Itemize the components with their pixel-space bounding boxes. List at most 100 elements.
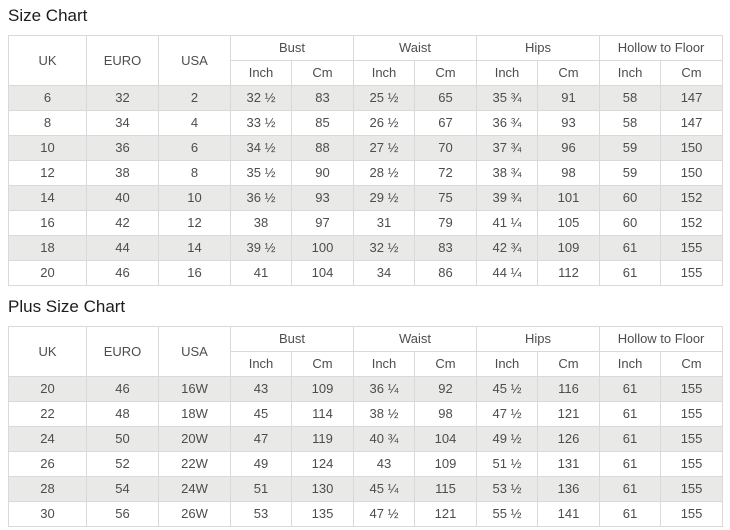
sub-header-cell-cm: Cm [414, 60, 478, 86]
size-chart-section: Size Chart UK EURO USA Bust Waist Hips Hollow … [8, 5, 724, 286]
size-chart-title: Size Chart [8, 6, 88, 25]
table-cell: 61 [599, 426, 662, 452]
table-cell: 86 [414, 260, 478, 286]
table-cell: 16 [158, 260, 231, 286]
table-cell: 98 [414, 401, 478, 427]
table-cell: 155 [660, 376, 724, 402]
table-cell: 45 ½ [476, 376, 539, 402]
table-cell: 131 [537, 451, 601, 477]
table-cell: 35 ¾ [476, 85, 539, 111]
sub-header-cell-cm: Cm [660, 60, 724, 86]
table-cell: 98 [537, 160, 601, 186]
table-cell: 152 [660, 210, 724, 236]
table-cell: 34 [86, 110, 159, 136]
table-cell: 109 [414, 451, 478, 477]
table-cell: 38 [230, 210, 292, 236]
table-cell: 2 [158, 85, 231, 111]
table-cell: 147 [660, 85, 724, 111]
table-cell: 67 [414, 110, 478, 136]
table-cell: 18W [158, 401, 231, 427]
table-cell: 61 [599, 476, 662, 502]
table-cell: 33 ½ [230, 110, 292, 136]
table-cell: 60 [599, 185, 662, 211]
table-row: 16 42 12 38 97 31 79 41 ¼ 105 60 152 [8, 210, 724, 236]
table-row: 26 52 22W 49 124 43 109 51 ½ 131 61 155 [8, 451, 724, 477]
table-cell: 38 ½ [353, 401, 416, 427]
table-cell: 61 [599, 501, 662, 527]
table-cell: 126 [537, 426, 601, 452]
sub-header-cell-inch: Inch [353, 351, 416, 377]
table-row: 12 38 8 35 ½ 90 28 ½ 72 38 ¾ 98 59 150 [8, 160, 724, 186]
table-row: 10 36 6 34 ½ 88 27 ½ 70 37 ¾ 96 59 150 [8, 135, 724, 161]
table-cell: 51 ½ [476, 451, 539, 477]
table-cell: 53 ½ [476, 476, 539, 502]
table-cell: 6 [8, 85, 87, 111]
table-row: 20 46 16W 43 109 36 ¼ 92 45 ½ 116 61 155 [8, 376, 724, 402]
table-cell: 32 [86, 85, 159, 111]
sub-header-cell-inch: Inch [230, 60, 292, 86]
sub-header-cell-cm: Cm [537, 351, 601, 377]
table-cell: 8 [8, 110, 87, 136]
table-cell: 49 [230, 451, 292, 477]
table-cell: 20W [158, 426, 231, 452]
table-cell: 43 [353, 451, 416, 477]
table-cell: 28 ½ [353, 160, 416, 186]
table-cell: 155 [660, 476, 724, 502]
table-cell: 16 [8, 210, 87, 236]
table-cell: 96 [537, 135, 601, 161]
group-header-cell: Hips [476, 35, 601, 61]
table-cell: 4 [158, 110, 231, 136]
table-cell: 55 ½ [476, 501, 539, 527]
table-cell: 155 [660, 260, 724, 286]
table-cell: 18 [8, 235, 87, 261]
table-cell: 45 ¼ [353, 476, 416, 502]
table-cell: 104 [290, 260, 355, 286]
table-cell: 155 [660, 501, 724, 527]
table-cell: 20 [8, 260, 87, 286]
table-row: 8 34 4 33 ½ 85 26 ½ 67 36 ¾ 93 58 147 [8, 110, 724, 136]
table-cell: 53 [230, 501, 292, 527]
table-cell: 155 [660, 426, 724, 452]
table-cell: 29 ½ [353, 185, 416, 211]
table-cell: 75 [414, 185, 478, 211]
table-cell: 10 [158, 185, 231, 211]
group-header-cell: Bust [229, 326, 355, 352]
table-row: 30 56 26W 53 135 47 ½ 121 55 ½ 141 61 155 [8, 501, 724, 527]
table-cell: 12 [158, 210, 231, 236]
table-cell: 47 ½ [353, 501, 416, 527]
table-cell: 124 [290, 451, 355, 477]
table-cell: 109 [537, 235, 601, 261]
table-cell: 105 [537, 210, 601, 236]
table-row: 24 50 20W 47 119 40 ¾ 104 49 ½ 126 61 155 [8, 426, 724, 452]
table-cell: 83 [290, 85, 355, 111]
table-row: 22 48 18W 45 114 38 ½ 98 47 ½ 121 61 155 [8, 401, 724, 427]
group-header-cell: Hollow to Floor [599, 326, 724, 352]
table-cell: 114 [290, 401, 355, 427]
table-cell: 45 [230, 401, 292, 427]
table-cell: 135 [290, 501, 355, 527]
table-cell: 35 ½ [230, 160, 292, 186]
table-cell: 36 ½ [230, 185, 292, 211]
table-cell: 51 [230, 476, 292, 502]
table-cell: 61 [599, 451, 662, 477]
table-cell: 91 [537, 85, 601, 111]
table-cell: 41 [230, 260, 292, 286]
table-cell: 38 ¾ [476, 160, 539, 186]
table-cell: 41 ¼ [476, 210, 539, 236]
table-cell: 83 [414, 235, 478, 261]
group-header-cell: Hips [476, 326, 601, 352]
table-cell: 130 [290, 476, 355, 502]
table-cell: 101 [537, 185, 601, 211]
table-cell: 20 [8, 376, 87, 402]
table-cell: 43 [230, 376, 292, 402]
table-cell: 61 [599, 235, 662, 261]
table-cell: 24W [158, 476, 231, 502]
table-cell: 119 [290, 426, 355, 452]
table-cell: 85 [290, 110, 355, 136]
table-cell: 48 [86, 401, 159, 427]
sub-header-cell-inch: Inch [599, 351, 662, 377]
table-cell: 58 [599, 110, 662, 136]
table-row: 6 32 2 32 ½ 83 25 ½ 65 35 ¾ 91 58 147 [8, 85, 724, 111]
table-cell: 36 ¾ [476, 110, 539, 136]
table-cell: 109 [290, 376, 355, 402]
